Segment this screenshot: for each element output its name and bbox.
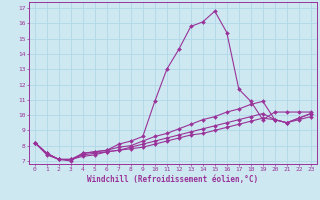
X-axis label: Windchill (Refroidissement éolien,°C): Windchill (Refroidissement éolien,°C) (87, 175, 258, 184)
